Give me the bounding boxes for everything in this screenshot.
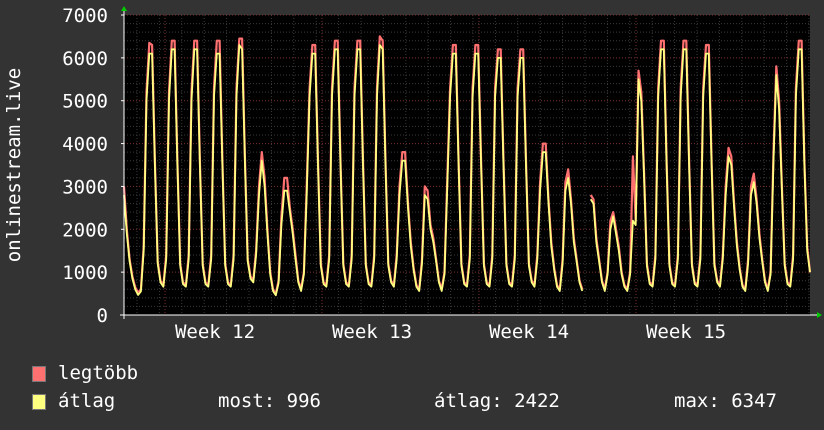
y-axis-label: onlinestream.live <box>3 68 25 262</box>
stat-current: most: 996 <box>218 390 321 412</box>
x-axis-arrow <box>817 312 822 318</box>
legend-swatch-max <box>32 366 46 382</box>
y-tick-labels: 0 1000 2000 3000 4000 5000 6000 7000 <box>62 5 108 327</box>
y-tick-label: 7000 <box>62 5 108 27</box>
grid <box>124 14 810 315</box>
x-tick-label: Week 12 <box>175 321 255 343</box>
legend-label-max: legtöbb <box>58 362 139 384</box>
x-tick-labels: Week 12 Week 13 Week 14 Week 15 <box>175 321 726 343</box>
y-axis-arrow <box>121 6 127 11</box>
y-tick-label: 2000 <box>62 219 108 241</box>
y-tick-label: 4000 <box>62 134 108 156</box>
legend-max: legtöbb <box>0 362 824 386</box>
y-tick-label: 0 <box>97 305 108 327</box>
series-group <box>122 35 812 297</box>
x-tick-label: Week 14 <box>489 321 569 343</box>
legend-avg: átlag most: 996 átlag: 2422 max: 6347 <box>0 390 824 414</box>
stat-average: átlag: 2422 <box>434 390 560 412</box>
axes <box>120 6 822 319</box>
y-tick-label: 3000 <box>62 176 108 198</box>
legend-swatch-avg <box>32 394 46 410</box>
series-line-avg <box>123 44 811 297</box>
x-tick-label: Week 13 <box>332 321 412 343</box>
y-tick-label: 5000 <box>62 91 108 113</box>
y-tick-label: 1000 <box>62 262 108 284</box>
y-tick-label: 6000 <box>62 48 108 70</box>
stat-maximum: max: 6347 <box>674 390 777 412</box>
x-tick-label: Week 15 <box>646 321 726 343</box>
legend-label-avg: átlag <box>58 390 116 412</box>
